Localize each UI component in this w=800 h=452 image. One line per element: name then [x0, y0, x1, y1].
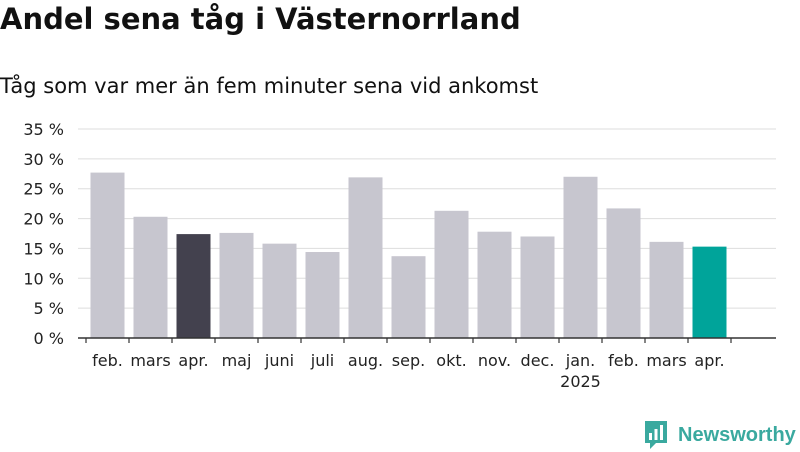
x-tick-label: maj — [222, 351, 252, 370]
y-tick-label: 25 % — [23, 180, 64, 199]
bar — [606, 208, 641, 338]
y-tick-label: 5 % — [34, 299, 64, 318]
chart-subtitle: Tåg som var mer än fem minuter sena vid … — [0, 74, 539, 98]
x-tick-label: juli — [310, 351, 334, 370]
bar-chart: 0 %5 %10 %15 %20 %25 %30 %35 % feb. mars a… — [23, 120, 776, 391]
y-tick-label: 20 % — [23, 210, 64, 229]
x-tick-label: okt. — [436, 351, 466, 370]
x-tick-label: apr. — [694, 351, 724, 370]
x-tick-label: mars — [646, 351, 686, 370]
newsworthy-logo-icon — [645, 421, 667, 449]
x-tick-label: feb. — [92, 351, 123, 370]
bar — [692, 246, 727, 338]
x-tick-label: apr. — [178, 351, 208, 370]
x-tick-label: nov. — [478, 351, 511, 370]
x-tick-label: sep. — [392, 351, 425, 370]
bar — [477, 231, 512, 338]
bar — [133, 216, 168, 338]
bar — [348, 177, 383, 338]
x-year-label: 2025 — [560, 372, 601, 391]
y-tick-label: 35 % — [23, 120, 64, 139]
bar — [563, 176, 598, 338]
x-tick-label: feb. — [608, 351, 639, 370]
x-tick-label: juni — [264, 351, 294, 370]
bar — [305, 252, 340, 338]
brand-name: Newsworthy — [678, 423, 796, 446]
y-tick-label: 30 % — [23, 150, 64, 169]
bar — [391, 256, 426, 338]
bar — [434, 210, 469, 338]
x-axis — [78, 337, 776, 343]
x-tick-label: mars — [130, 351, 170, 370]
chart-title: Andel sena tåg i Västernorrland — [0, 2, 521, 36]
bar — [219, 232, 254, 338]
x-tick-labels: feb. mars apr. maj juni juli aug. sep. okt. nov. d… — [92, 351, 724, 391]
x-tick-label: jan. — [565, 351, 595, 370]
newsworthy-brand: Newsworthy — [644, 418, 796, 452]
bar — [262, 243, 297, 338]
x-tick-label: aug. — [348, 351, 383, 370]
y-tick-label: 15 % — [23, 239, 64, 258]
x-tick-label: dec. — [521, 351, 555, 370]
y-tick-label: 10 % — [23, 269, 64, 288]
bar — [649, 241, 684, 338]
bars — [90, 172, 727, 338]
y-tick-label: 0 % — [34, 329, 64, 348]
y-tick-labels: 0 % 5 % 10 % 15 % 20 % 25 % 30 % 35 % — [23, 120, 64, 348]
bar — [520, 236, 555, 338]
bar — [90, 172, 125, 338]
bar — [176, 234, 211, 338]
